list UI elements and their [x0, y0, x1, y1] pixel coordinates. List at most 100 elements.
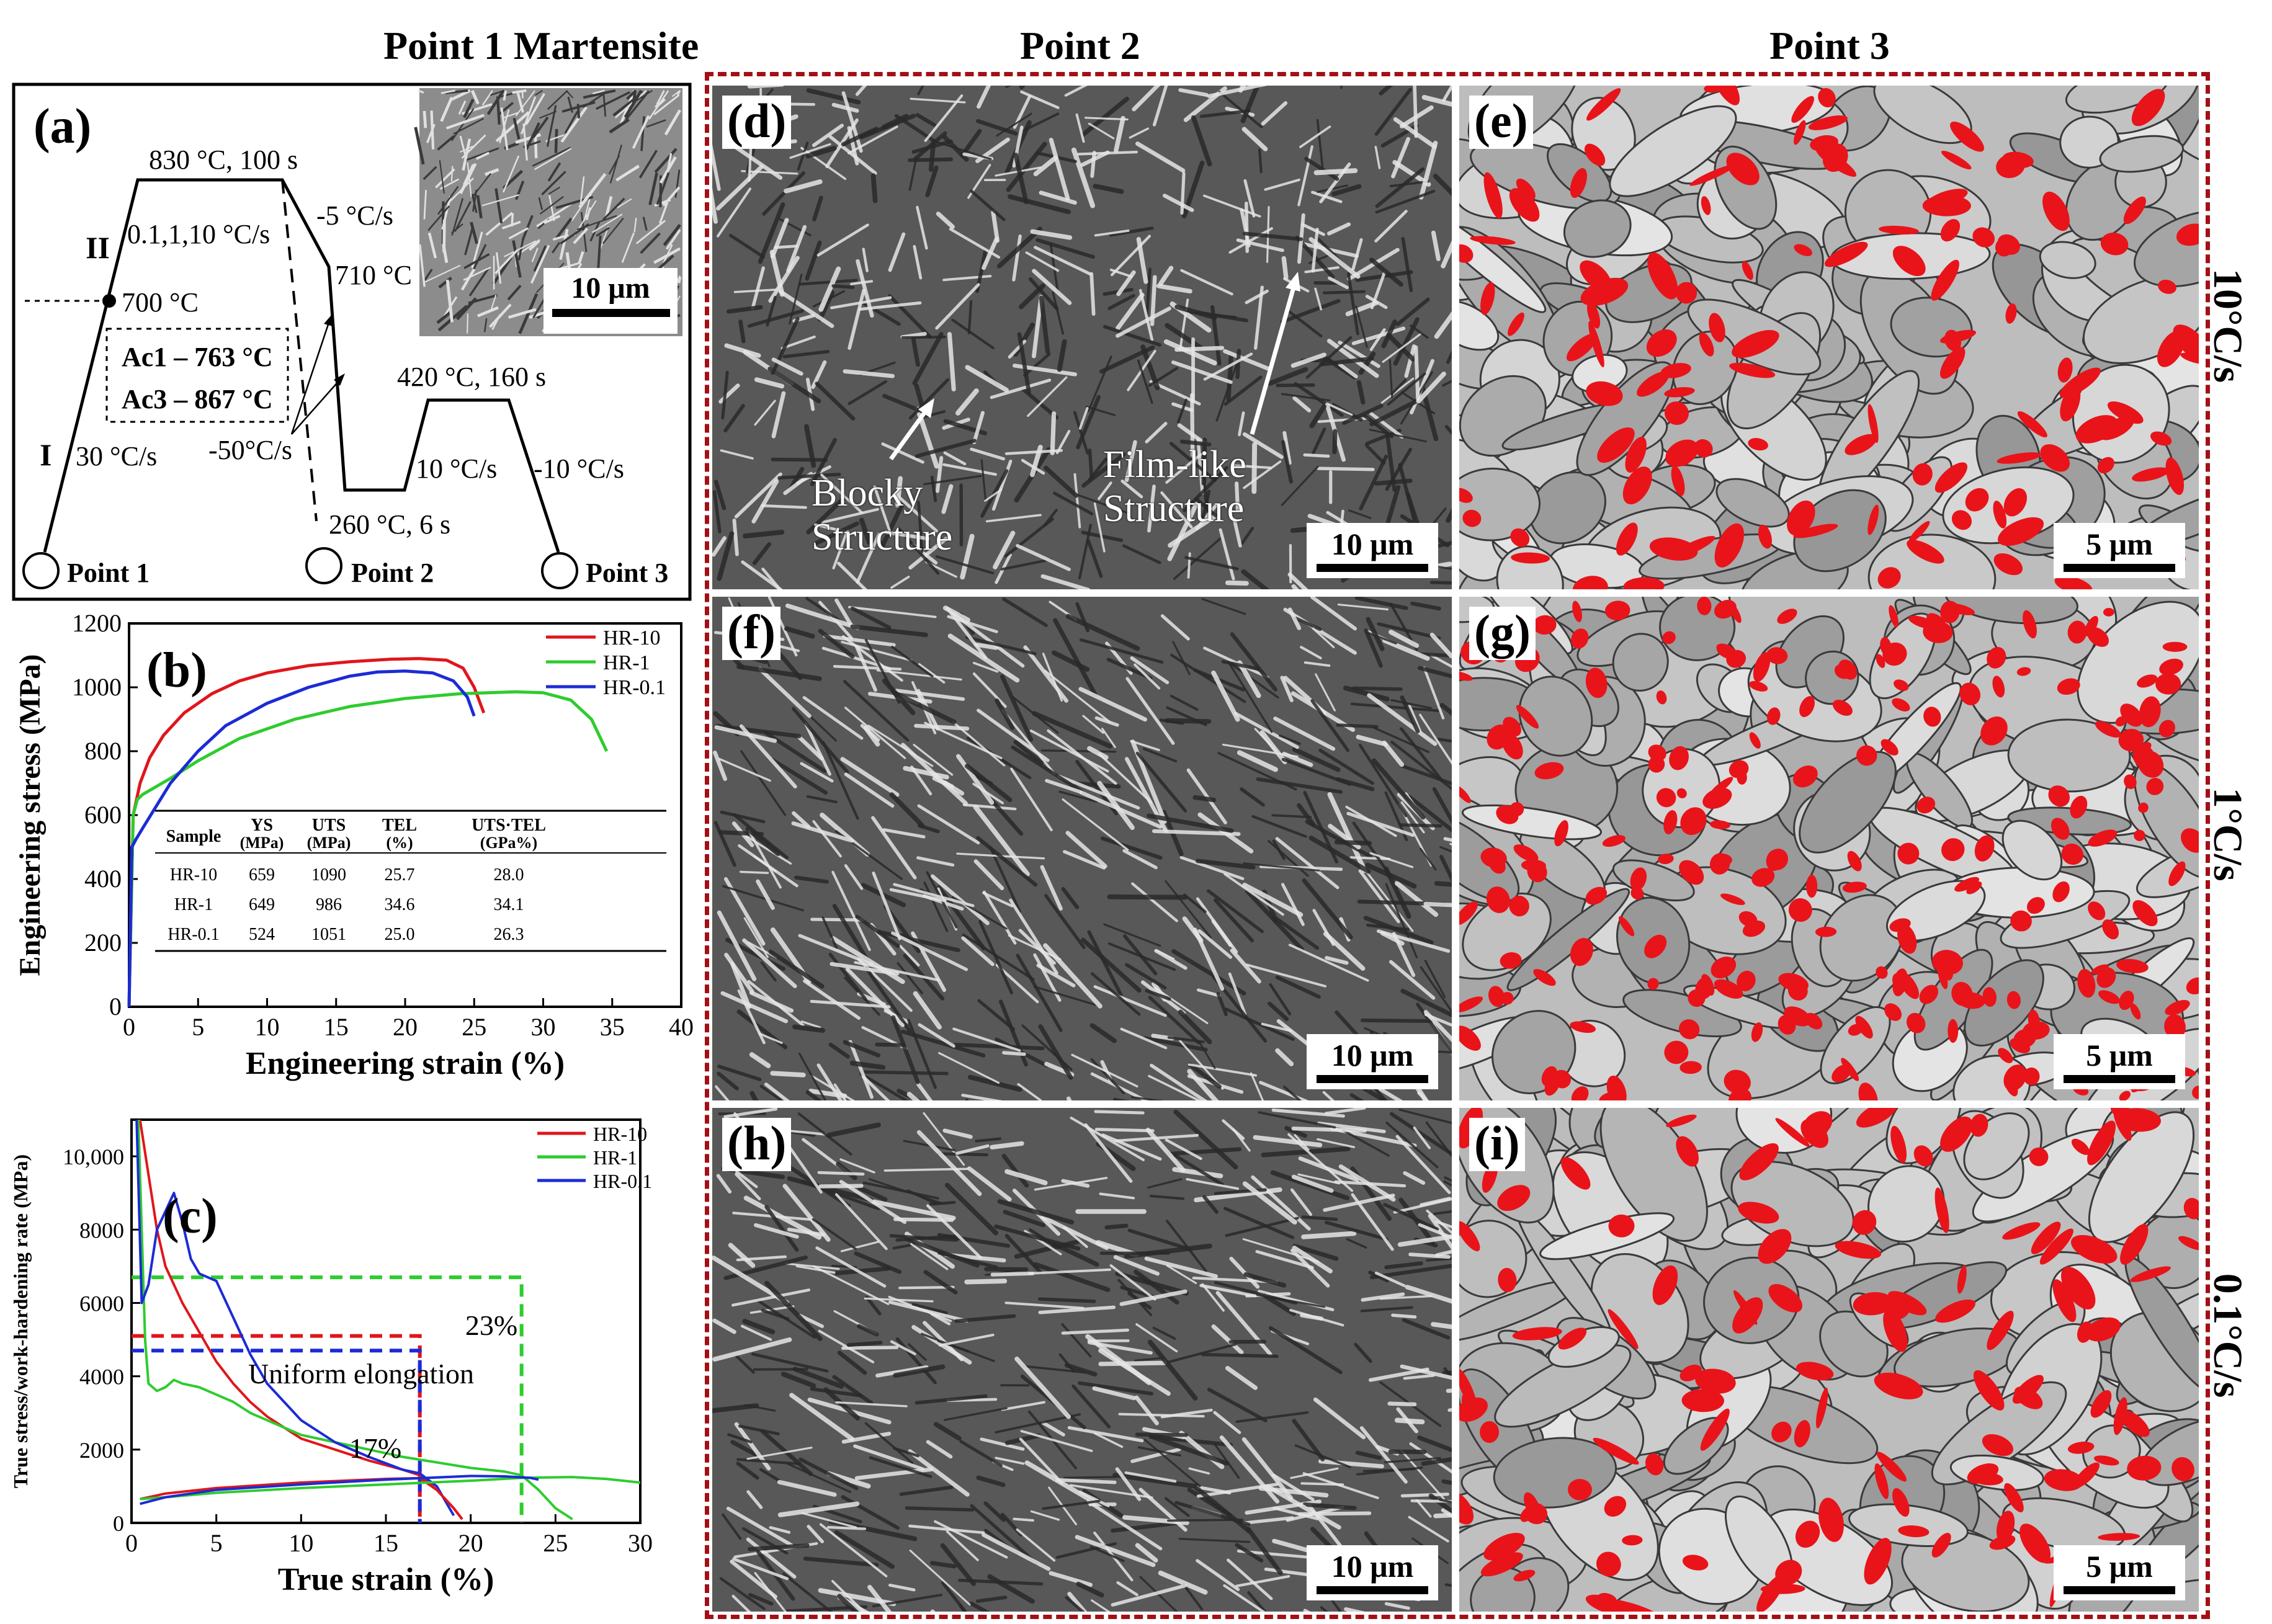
lath — [917, 501, 924, 553]
inset-lath — [666, 229, 681, 250]
austenite-phase — [1768, 1284, 1803, 1313]
lath — [1033, 985, 1099, 1007]
lath — [867, 725, 934, 767]
lath — [1246, 1527, 1283, 1576]
scale-bar-line — [1317, 1586, 1428, 1594]
lath — [1235, 1543, 1264, 1563]
lath — [980, 459, 987, 502]
lath — [771, 317, 800, 375]
austenite-phase — [2017, 411, 2047, 438]
lath — [1029, 729, 1109, 773]
panel-label: (e) — [1469, 96, 1533, 149]
austenite-phase — [1993, 553, 2023, 576]
lath — [1241, 1516, 1294, 1525]
austenite-phase — [1533, 615, 1557, 635]
lath — [854, 961, 940, 982]
lath — [1061, 887, 1080, 909]
austenite-phase — [2039, 1228, 2073, 1265]
austenite-phase — [2016, 667, 2031, 676]
lath — [1183, 1584, 1204, 1611]
lath — [810, 438, 837, 486]
lath — [1064, 86, 1088, 97]
austenite-phase — [1570, 168, 1587, 199]
lath — [1245, 889, 1305, 952]
austenite-phase — [2165, 457, 2185, 495]
austenite-phase — [2155, 673, 2181, 695]
lath — [859, 1072, 910, 1100]
lath — [1071, 147, 1096, 208]
lath — [1179, 855, 1245, 880]
chart-b: 0 5 10 15 20 25 30 35 40020040060080010001200Eng… — [14, 609, 694, 1081]
x-tick-label: 10 — [255, 1013, 280, 1041]
lath — [1161, 1343, 1237, 1365]
inset-lath — [414, 127, 425, 165]
austenite-phase — [1874, 1463, 1889, 1499]
lath — [995, 1413, 1081, 1434]
lath — [1124, 1471, 1177, 1483]
austenite-phase — [1664, 387, 1695, 398]
lath — [1003, 1210, 1045, 1228]
lath — [848, 288, 865, 350]
lath — [1143, 1439, 1201, 1488]
lath — [1253, 1135, 1323, 1148]
lath — [889, 1234, 959, 1242]
austenite-phase — [1656, 788, 1676, 808]
inset-lath — [624, 89, 643, 118]
lath — [872, 1199, 956, 1221]
lath — [1079, 638, 1164, 664]
lath — [1131, 882, 1178, 922]
lath — [1387, 372, 1426, 406]
lath — [853, 1444, 924, 1471]
lath — [1281, 256, 1289, 280]
austenite-phase — [1877, 567, 1901, 589]
lath — [724, 952, 754, 994]
lath — [942, 463, 997, 476]
austenite-phase — [1940, 1116, 1973, 1152]
lath — [908, 537, 948, 570]
lath — [1385, 1122, 1439, 1169]
austenite-phase — [1855, 1015, 1873, 1039]
austenite-phase — [2075, 415, 2118, 444]
inset-scale-line — [552, 309, 670, 317]
table-header: TEL — [382, 816, 417, 835]
austenite-phase — [1906, 1012, 1926, 1033]
lath — [1043, 943, 1102, 1009]
lath — [1441, 1479, 1452, 1486]
lath — [1040, 865, 1063, 911]
lath — [1254, 728, 1277, 752]
lath — [1331, 184, 1362, 197]
scale-bar-label: 5 μm — [2086, 1548, 2153, 1584]
austenite-phase — [2164, 1014, 2186, 1040]
austenite-phase — [1459, 1221, 1480, 1252]
lath — [1211, 919, 1232, 947]
austenite-phase — [1931, 259, 1959, 301]
austenite-phase — [1894, 679, 1909, 691]
lath — [1328, 276, 1349, 290]
table-cell: HR-10 — [170, 865, 217, 885]
schedule-260: 260 °C, 6 s — [329, 509, 450, 540]
lath — [742, 1527, 789, 1555]
lath — [712, 188, 718, 224]
lath — [1365, 444, 1386, 465]
lath — [1273, 716, 1336, 751]
lath — [736, 664, 822, 681]
lath — [1217, 752, 1297, 791]
lath — [1275, 837, 1339, 890]
austenite-phase — [2139, 696, 2161, 728]
lath — [1057, 339, 1067, 372]
lath — [1028, 277, 1059, 311]
lath — [1134, 1395, 1159, 1425]
lath — [1004, 1169, 1048, 1185]
austenite-phase — [1916, 796, 1936, 814]
schedule-hold2: 420 °C, 160 s — [397, 362, 546, 392]
lath — [1300, 1313, 1324, 1321]
grain — [1885, 880, 1986, 942]
lath — [1227, 1558, 1273, 1600]
lath — [1228, 972, 1247, 1016]
inset-lath — [539, 195, 564, 215]
lath — [990, 1141, 1024, 1150]
inset-lath — [552, 234, 569, 241]
lath — [1447, 1408, 1452, 1412]
lath — [1004, 1433, 1041, 1445]
lath — [1408, 1252, 1451, 1259]
